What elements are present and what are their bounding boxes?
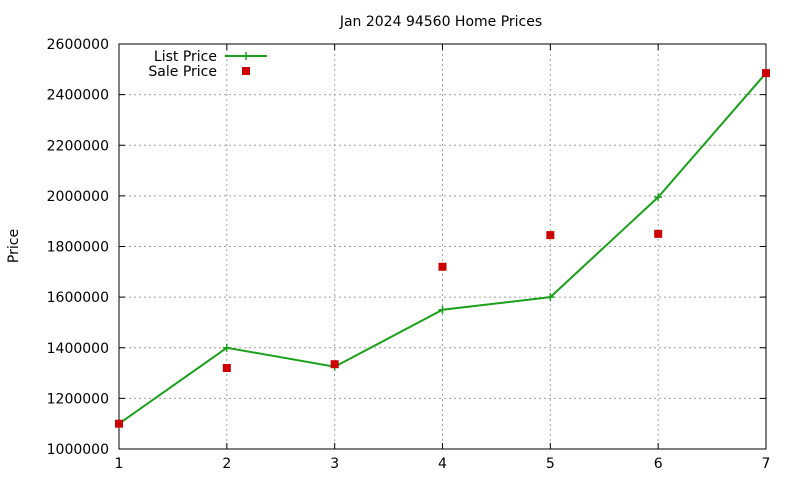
- grid-lines: [118, 43, 767, 450]
- x-tick-label: 7: [762, 456, 771, 472]
- x-tick-label: 3: [330, 456, 339, 472]
- tick-labels: 1 2 3 4 5 6 7 1000000 1200000 1400000 1600000 18000…: [47, 37, 771, 472]
- x-tick-label: 2: [222, 456, 231, 472]
- list-price-point: [438, 305, 447, 314]
- y-tick-label: 2000000: [47, 189, 109, 205]
- list-price-point: [654, 193, 663, 202]
- sale-price-point: [222, 364, 231, 372]
- y-tick-label: 1400000: [47, 341, 109, 357]
- sale-price-point: [654, 229, 663, 238]
- legend-label-sale-price: Sale Price: [148, 64, 217, 80]
- y-axis-label: Price: [6, 229, 22, 263]
- y-tick-label: 1800000: [47, 240, 109, 256]
- y-tick-label: 2400000: [47, 88, 109, 104]
- legend-marker-list-price: [242, 52, 250, 60]
- plot-border: [118, 43, 767, 450]
- x-tick-label: 5: [546, 456, 555, 472]
- legend-marker-sale-price: [242, 67, 250, 75]
- x-tick-label: 4: [438, 456, 447, 472]
- sale-price-point: [115, 419, 123, 428]
- y-tick-label: 1600000: [47, 290, 109, 306]
- y-tick-label: 1000000: [47, 442, 109, 458]
- y-tick-label: 2600000: [47, 37, 109, 53]
- chart-title: Jan 2024 94560 Home Prices: [339, 14, 542, 30]
- list-price-point: [222, 343, 231, 352]
- series-layer: [115, 69, 770, 428]
- list-price-point: [546, 293, 555, 302]
- axes: [118, 43, 767, 450]
- legend-label-list-price: List Price: [154, 49, 217, 65]
- sale-price-point: [762, 69, 770, 78]
- sale-price-point: [330, 360, 339, 369]
- sale-price-point: [438, 262, 447, 271]
- y-tick-label: 2200000: [47, 138, 109, 154]
- x-tick-label: 1: [115, 456, 124, 472]
- x-tick-label: 6: [654, 456, 663, 472]
- sale-price-point: [546, 231, 555, 240]
- y-tick-label: 1200000: [47, 391, 109, 407]
